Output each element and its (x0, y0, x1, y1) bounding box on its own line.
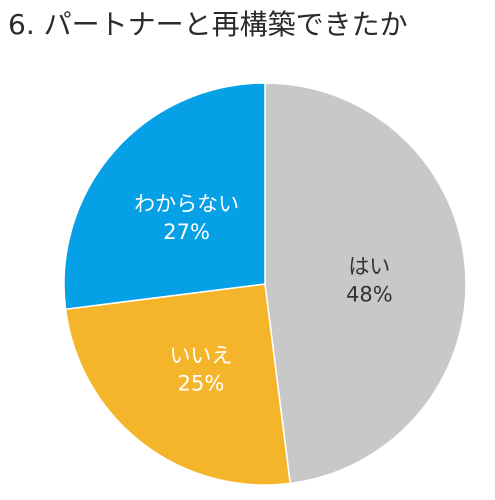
pie-labels: はい 48% いいえ 25% わからない 27% (134, 192, 393, 396)
pie-slices (63, 82, 467, 486)
chart-title: 6. パートナーと再構築できたか (8, 8, 408, 41)
slice-value-label-0: 48% (346, 282, 393, 306)
pie-slice-0 (264, 82, 467, 485)
slice-value-label-2: 27% (163, 220, 210, 244)
pie-slice-2 (63, 82, 266, 311)
slice-category-label-2: わからない (134, 192, 239, 216)
slice-category-label-0: はい (348, 254, 390, 278)
slice-category-label-1: いいえ (169, 344, 232, 368)
slice-value-label-1: 25% (178, 372, 225, 396)
pie-slice-1 (64, 283, 292, 486)
